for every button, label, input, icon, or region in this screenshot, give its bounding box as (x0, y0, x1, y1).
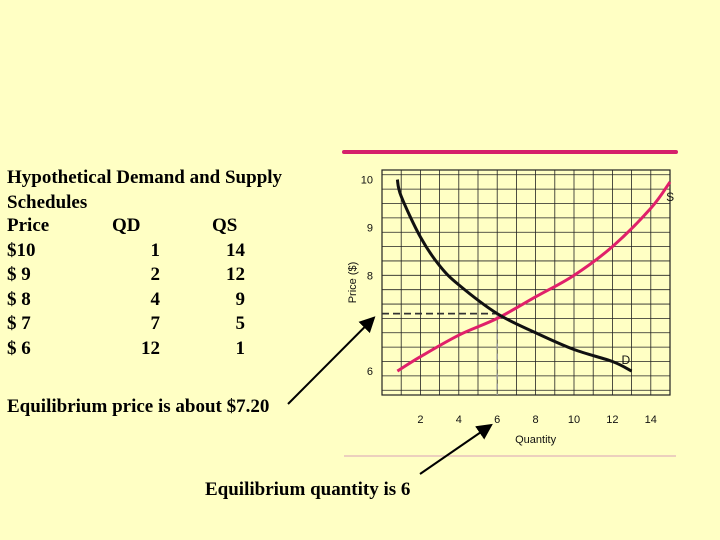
quantity-callout-arrow (419, 423, 493, 475)
qd-cell: 1 (150, 239, 161, 261)
title-line-2: Schedules (7, 191, 88, 213)
x-tick-label: 6 (494, 414, 500, 426)
chart-labels: Quantity Price ($) S D (347, 190, 674, 446)
qs-cell: 1 (235, 337, 246, 359)
x-tick-label: 8 (533, 414, 539, 426)
equilibrium-guides (382, 312, 498, 395)
chart-grid (381, 169, 671, 396)
y-tick-label: 9 (367, 222, 373, 234)
y-tick-label: 8 (367, 270, 373, 282)
header-qs: QS (212, 215, 238, 236)
qs-cell: 14 (226, 239, 245, 261)
qd-cell: 4 (150, 288, 161, 310)
supply-curve (396, 181, 672, 373)
header-price: Price (7, 215, 50, 236)
equilibrium-price-note: Equilibrium price is about $7.20 (7, 396, 270, 417)
x-tick-label: 14 (645, 414, 657, 426)
price-cell: $10 (7, 239, 36, 261)
price-callout-arrow (287, 316, 376, 405)
demand-label: D (622, 353, 631, 367)
x-tick-label: 4 (456, 414, 462, 426)
qs-cell: 9 (235, 288, 246, 310)
price-cell: $ 8 (7, 288, 31, 310)
slide-title: Hypothetical Demand and Supply Schedules (7, 166, 282, 215)
chart-series (395, 179, 672, 373)
plot-frame (381, 169, 671, 396)
supply-label: S (666, 190, 674, 204)
qd-cell: 7 (150, 313, 161, 334)
qd-cell: 12 (141, 337, 160, 359)
header-qd: QD (112, 215, 141, 236)
qs-cell: 12 (226, 264, 245, 285)
price-cell: $ 9 (7, 264, 31, 285)
y-tick-label: 6 (367, 366, 373, 378)
price-cell: $ 7 (7, 313, 31, 334)
price-cell: $ 6 (7, 337, 31, 359)
equilibrium-quantity-note: Equilibrium quantity is 6 (205, 479, 411, 500)
x-tick-label: 10 (568, 414, 580, 426)
x-tick-label: 2 (417, 414, 423, 426)
qd-cell: 2 (150, 264, 161, 285)
demand-curve (395, 179, 633, 373)
x-axis-label: Quantity (515, 434, 556, 446)
x-tick-label: 12 (606, 414, 618, 426)
y-tick-label: 10 (361, 175, 373, 187)
title-line-1: Hypothetical Demand and Supply (7, 167, 283, 188)
callout-arrows (287, 316, 493, 475)
qs-cell: 5 (235, 313, 246, 334)
y-axis-label: Price ($) (347, 262, 359, 304)
